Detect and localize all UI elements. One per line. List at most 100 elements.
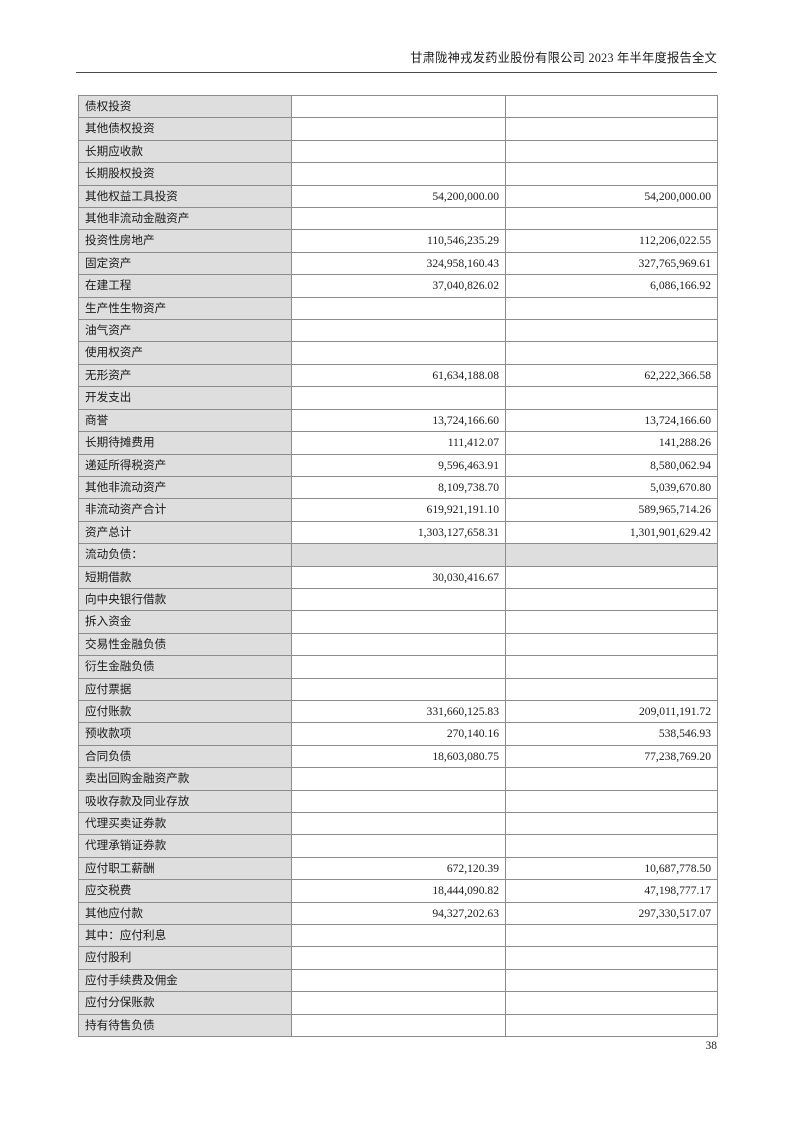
row-label: 合同负债: [78, 744, 292, 769]
row-value-period-end: [291, 789, 506, 814]
row-value-period-begin: [505, 139, 718, 164]
row-value-period-begin: [505, 207, 718, 231]
row-value-period-begin: [505, 946, 718, 970]
row-value-period-begin: [505, 632, 718, 657]
row-value-period-begin: [505, 924, 718, 948]
row-value-period-begin: [505, 117, 718, 141]
table-row: 合同负债 18,603,080.75 77,238,769.20: [78, 744, 718, 769]
row-value-period-end: [291, 946, 506, 970]
table-row: 油气资产: [78, 319, 718, 343]
row-value-period-end: 30,030,416.67: [291, 565, 506, 589]
row-value-period-begin: 112,206,022.55: [505, 229, 718, 253]
table-row: 其他债权投资: [78, 117, 718, 141]
row-value-period-end: 331,660,125.83: [291, 699, 506, 724]
table-row: 其他非流动金融资产: [78, 207, 718, 231]
row-label: 在建工程: [78, 274, 292, 298]
row-value-period-begin: 538,546.93: [505, 722, 718, 746]
row-value-period-end: [291, 207, 506, 231]
table-row: 生产性生物资产: [78, 296, 718, 321]
row-value-period-end: [291, 677, 506, 701]
row-value-period-end: [291, 610, 506, 634]
table-row: 应付分保账款: [78, 991, 718, 1015]
row-value-period-begin: [505, 296, 718, 321]
row-value-period-end: 37,040,826.02: [291, 274, 506, 298]
row-value-period-end: 9,596,463.91: [291, 453, 506, 477]
row-value-period-begin: [505, 677, 718, 701]
row-value-period-end: [291, 767, 506, 791]
row-label: 吸收存款及同业存放: [78, 789, 292, 814]
row-label: 其他非流动金融资产: [78, 207, 292, 231]
row-value-period-begin: [505, 319, 718, 343]
table-row: 代理买卖证券款: [78, 811, 718, 836]
table-row: 应付股利: [78, 946, 718, 970]
row-value-period-end: 13,724,166.60: [291, 408, 506, 433]
running-header: 甘肃陇神戎发药业股份有限公司 2023 年半年度报告全文: [410, 51, 717, 65]
row-value-period-end: [291, 543, 506, 567]
row-label: 流动负债：: [78, 543, 292, 567]
row-value-period-end: [291, 162, 506, 186]
table-row: 固定资产 324,958,160.43 327,765,969.61: [78, 251, 718, 276]
row-value-period-begin: [505, 610, 718, 634]
row-value-period-begin: [505, 834, 718, 858]
row-value-period-end: [291, 811, 506, 836]
row-label: 应付账款: [78, 699, 292, 724]
row-label: 非流动资产合计: [78, 498, 292, 522]
row-value-period-begin: 327,765,969.61: [505, 251, 718, 276]
row-value-period-begin: 6,086,166.92: [505, 274, 718, 298]
row-label: 预收款项: [78, 722, 292, 746]
row-value-period-end: 61,634,188.08: [291, 363, 506, 388]
row-value-period-begin: [505, 162, 718, 186]
table-row: 在建工程 37,040,826.02 6,086,166.92: [78, 274, 718, 298]
row-label: 债权投资: [78, 94, 292, 119]
table-row: 预收款项 270,140.16 538,546.93: [78, 722, 718, 746]
row-label: 油气资产: [78, 319, 292, 343]
table-row: 长期应收款: [78, 139, 718, 164]
row-label: 长期应收款: [78, 139, 292, 164]
table-row: 资产总计 1,303,127,658.31 1,301,901,629.42: [78, 520, 718, 545]
row-value-period-begin: 5,039,670.80: [505, 475, 718, 500]
row-label: 其他权益工具投资: [78, 184, 292, 209]
table-row: 应付票据: [78, 677, 718, 701]
table-row: 非流动资产合计 619,921,191.10 589,965,714.26: [78, 498, 718, 522]
table-row: 开发支出: [78, 386, 718, 410]
table-row: 应付职工薪酬 672,120.39 10,687,778.50: [78, 856, 718, 881]
table-row: 向中央银行借款: [78, 587, 718, 612]
row-value-period-begin: 209,011,191.72: [505, 699, 718, 724]
row-value-period-begin: 8,580,062.94: [505, 453, 718, 477]
row-value-period-begin: [505, 386, 718, 410]
row-value-period-end: 270,140.16: [291, 722, 506, 746]
row-value-period-begin: [505, 1013, 718, 1038]
table-row: 其他权益工具投资 54,200,000.00 54,200,000.00: [78, 184, 718, 209]
row-value-period-begin: [505, 968, 718, 993]
table-row: 无形资产 61,634,188.08 62,222,366.58: [78, 363, 718, 388]
table-row: 债权投资: [78, 94, 718, 119]
row-label: 递延所得税资产: [78, 453, 292, 477]
row-label: 交易性金融负债: [78, 632, 292, 657]
balance-sheet-container: 债权投资 其他债权投资 长期应收款 长期股权投资 其他权益工具投资 54,200,000.…: [78, 94, 718, 1038]
table-row: 应付账款 331,660,125.83 209,011,191.72: [78, 699, 718, 724]
row-label: 长期股权投资: [78, 162, 292, 186]
row-value-period-begin: [505, 811, 718, 836]
table-row: 使用权资产: [78, 341, 718, 365]
table-row: 流动负债：: [78, 543, 718, 567]
row-value-period-begin: 13,724,166.60: [505, 408, 718, 433]
row-value-period-end: 619,921,191.10: [291, 498, 506, 522]
row-value-period-begin: 54,200,000.00: [505, 184, 718, 209]
table-row: 应付手续费及佣金: [78, 968, 718, 993]
table-row: 投资性房地产 110,546,235.29 112,206,022.55: [78, 229, 718, 253]
row-value-period-end: [291, 968, 506, 993]
row-label: 应付分保账款: [78, 991, 292, 1015]
table-row: 长期股权投资: [78, 162, 718, 186]
row-value-period-end: [291, 632, 506, 657]
row-value-period-begin: 10,687,778.50: [505, 856, 718, 881]
row-label: 无形资产: [78, 363, 292, 388]
row-label: 其他应付款: [78, 901, 292, 926]
row-label: 代理买卖证券款: [78, 811, 292, 836]
row-label: 开发支出: [78, 386, 292, 410]
row-value-period-end: 54,200,000.00: [291, 184, 506, 209]
table-row: 其中：应付利息: [78, 924, 718, 948]
row-label: 衍生金融负债: [78, 655, 292, 679]
table-row: 其他应付款 94,327,202.63 297,330,517.07: [78, 901, 718, 926]
row-label: 长期待摊费用: [78, 431, 292, 455]
